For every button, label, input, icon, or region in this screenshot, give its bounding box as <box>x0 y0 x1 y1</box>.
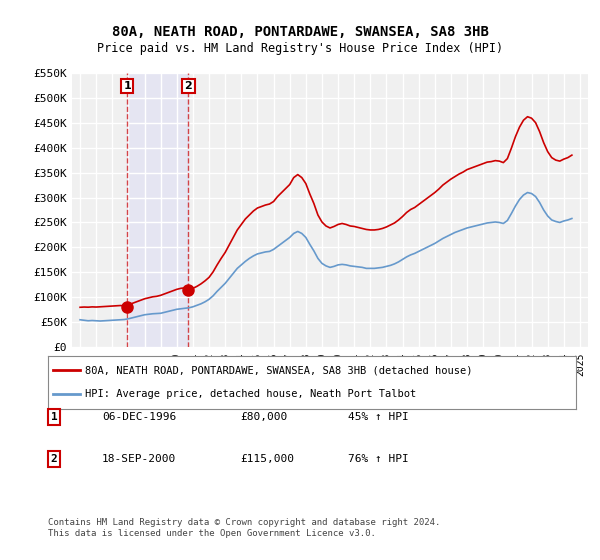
Text: 06-DEC-1996: 06-DEC-1996 <box>102 412 176 422</box>
Text: 80A, NEATH ROAD, PONTARDAWE, SWANSEA, SA8 3HB (detached house): 80A, NEATH ROAD, PONTARDAWE, SWANSEA, SA… <box>85 366 472 376</box>
Text: Contains HM Land Registry data © Crown copyright and database right 2024.
This d: Contains HM Land Registry data © Crown c… <box>48 518 440 538</box>
Text: Price paid vs. HM Land Registry's House Price Index (HPI): Price paid vs. HM Land Registry's House … <box>97 42 503 55</box>
Text: HPI: Average price, detached house, Neath Port Talbot: HPI: Average price, detached house, Neat… <box>85 389 416 399</box>
Text: £80,000: £80,000 <box>240 412 287 422</box>
Text: 80A, NEATH ROAD, PONTARDAWE, SWANSEA, SA8 3HB: 80A, NEATH ROAD, PONTARDAWE, SWANSEA, SA… <box>112 25 488 39</box>
Text: 45% ↑ HPI: 45% ↑ HPI <box>348 412 409 422</box>
Bar <box>127 73 188 347</box>
Text: £115,000: £115,000 <box>240 454 294 464</box>
Text: 2: 2 <box>185 81 192 91</box>
Text: 76% ↑ HPI: 76% ↑ HPI <box>348 454 409 464</box>
Text: 1: 1 <box>123 81 131 91</box>
Text: 2: 2 <box>50 454 58 464</box>
Text: 18-SEP-2000: 18-SEP-2000 <box>102 454 176 464</box>
Text: 1: 1 <box>50 412 58 422</box>
